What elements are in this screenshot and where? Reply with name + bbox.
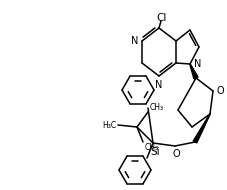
Text: H₃C: H₃C — [101, 120, 116, 130]
Text: Cl: Cl — [156, 13, 166, 23]
Text: CH₃: CH₃ — [144, 142, 158, 151]
Text: N: N — [155, 80, 162, 90]
Polygon shape — [189, 64, 197, 79]
Text: O: O — [215, 86, 223, 96]
Polygon shape — [192, 114, 209, 143]
Text: O: O — [171, 149, 179, 159]
Text: N: N — [193, 59, 201, 69]
Text: CH₃: CH₃ — [149, 104, 163, 112]
Text: Si: Si — [150, 147, 159, 157]
Text: N: N — [131, 36, 138, 46]
